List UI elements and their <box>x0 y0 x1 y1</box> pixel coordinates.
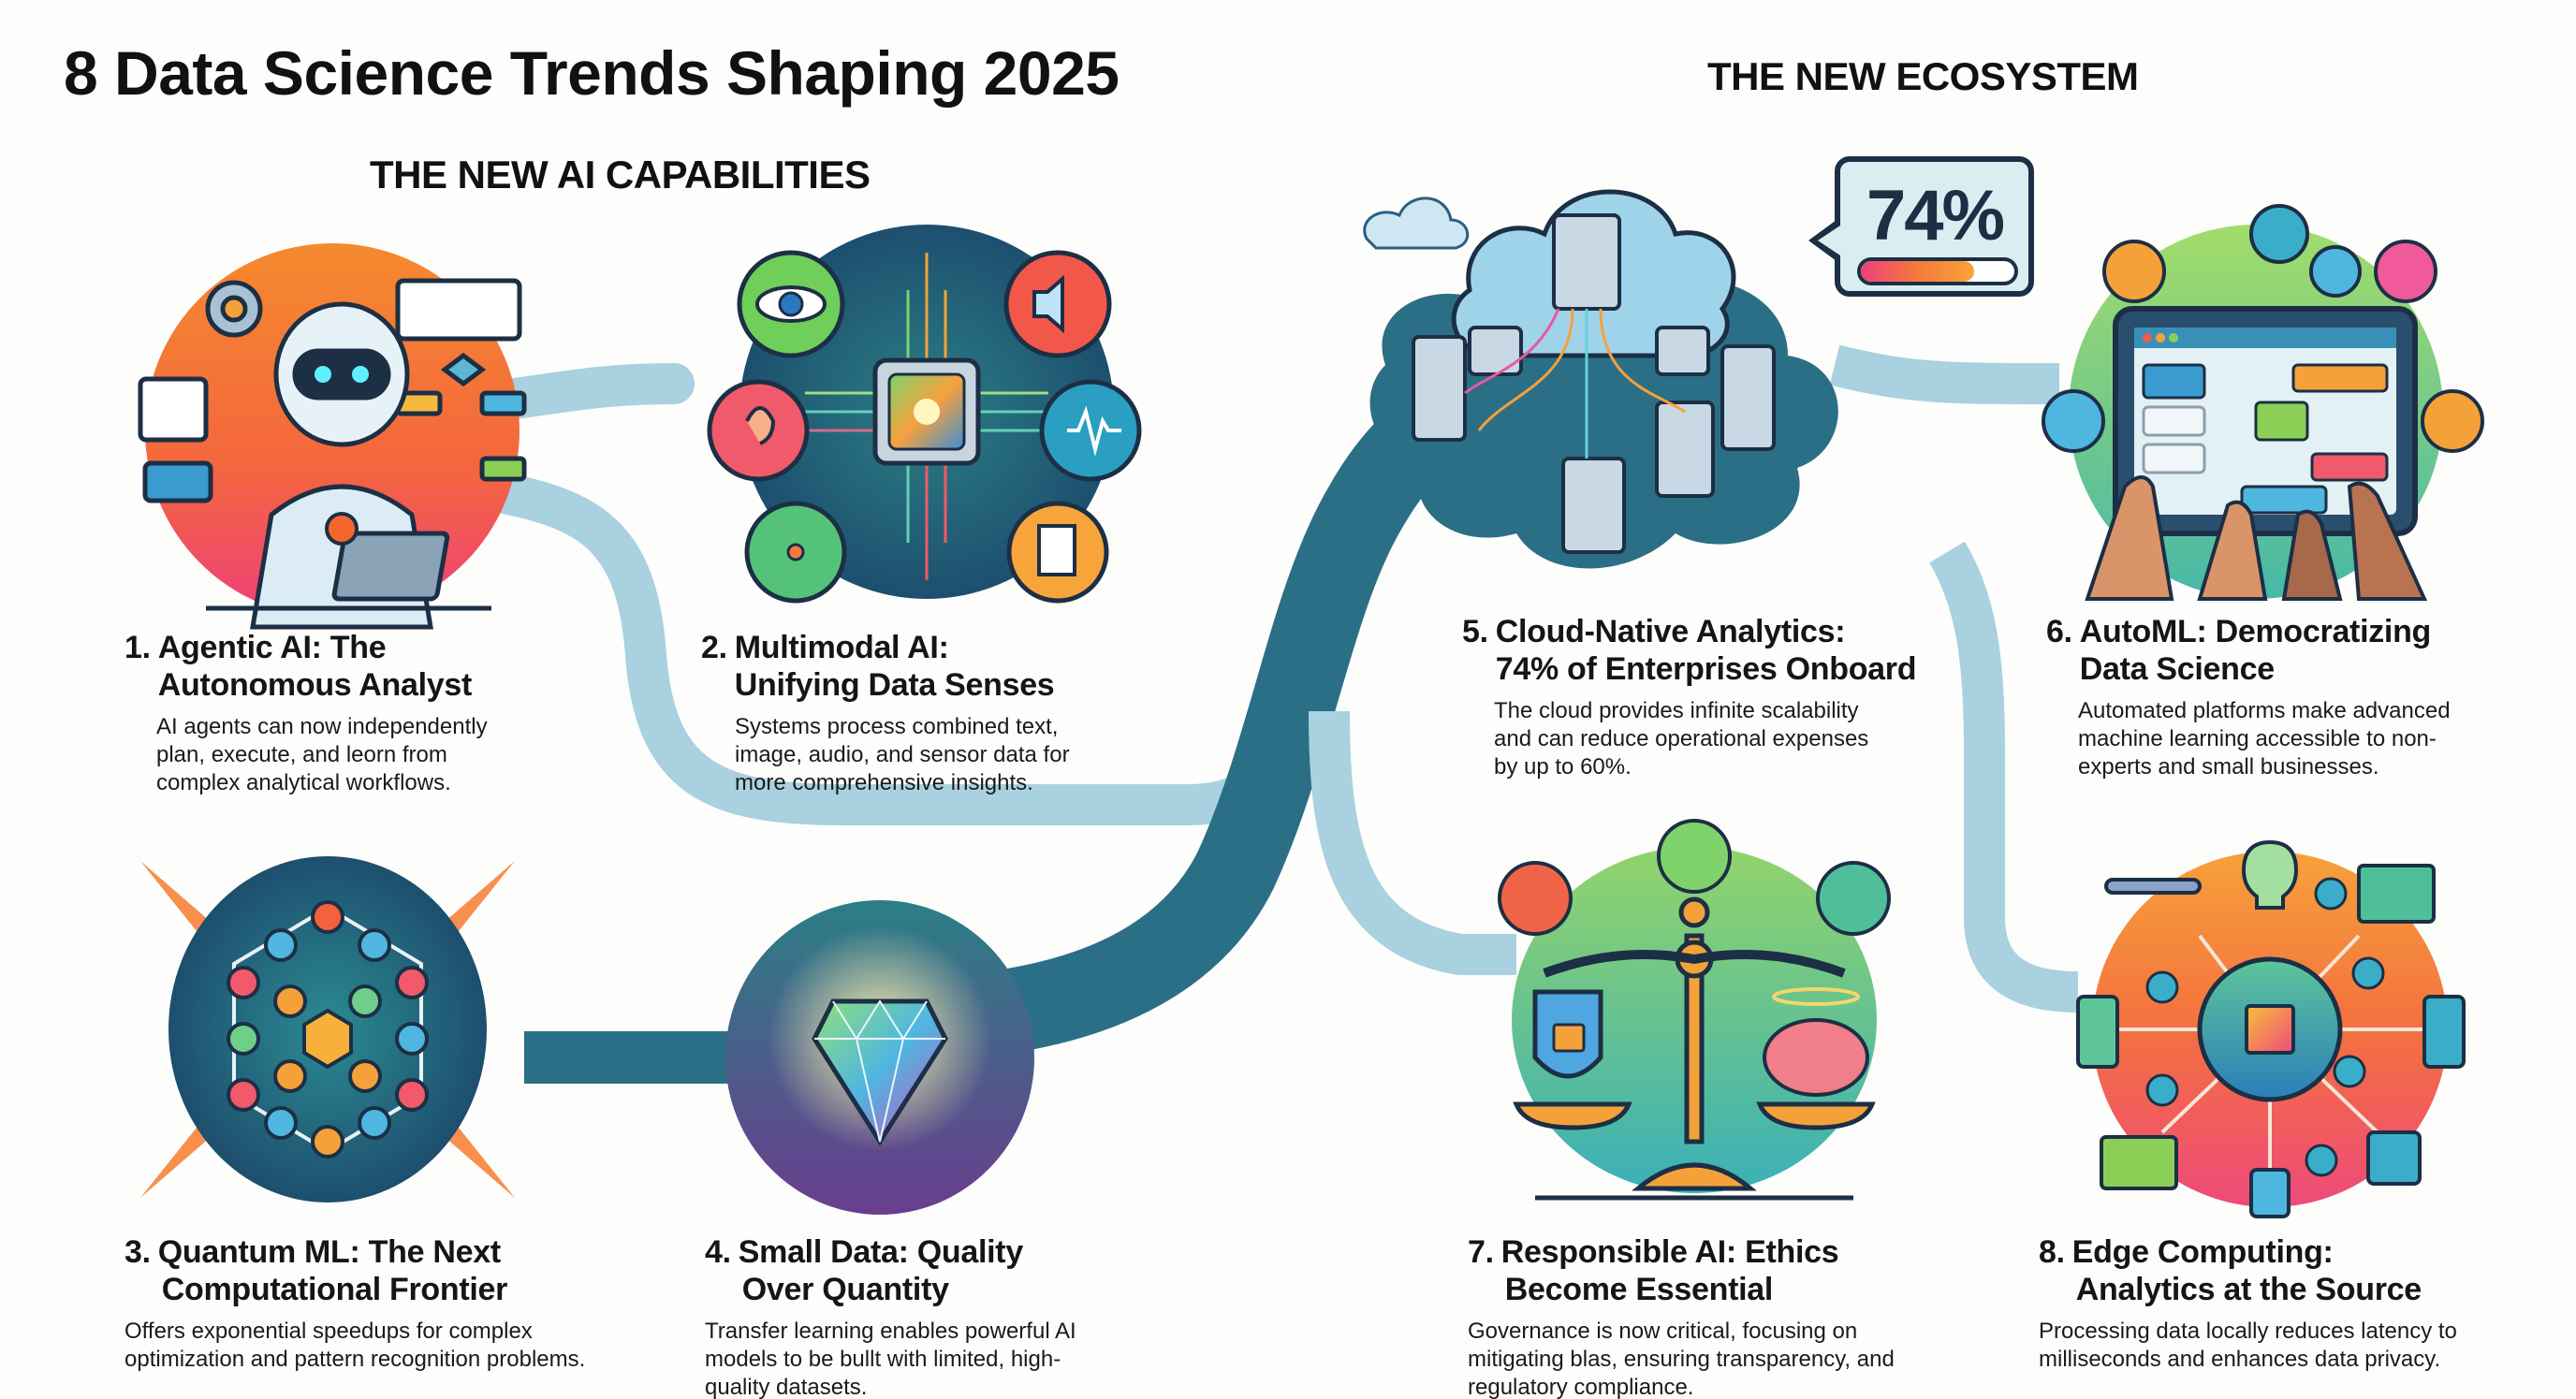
trend-description: Offers exponential speedups for complex … <box>124 1319 586 1372</box>
trend-description: Transfer learning enables powerful AI mo… <box>705 1319 1076 1399</box>
edge-computing-illustration <box>2050 823 2490 1218</box>
page-title: 8 Data Science Trends Shaping 2025 <box>64 38 1120 108</box>
trend-number: 6. <box>2046 614 2072 649</box>
trend-5-cloud-native: 5. Cloud-Native Analytics: 74% of Enterp… <box>1462 613 1949 781</box>
automl-illustration <box>2031 204 2484 601</box>
tablet-automl-icon <box>2042 204 2484 601</box>
trend-title-line1: Edge Computing: <box>2071 1234 2334 1270</box>
section-title-ecosystem: THE NEW ECOSYSTEM <box>1707 54 2139 98</box>
balance-scale-icon <box>1498 819 1891 1201</box>
small-data-illustration <box>721 898 1039 1217</box>
trend-title-line1: Responsible AI: Ethics <box>1500 1234 1839 1270</box>
multimodal-ai-illustration <box>707 215 1142 608</box>
progress-bar-fill <box>1861 261 1975 282</box>
cloud-servers-icon <box>1363 189 1838 569</box>
trend-title-line1: Cloud-Native Analytics: <box>1495 614 1846 649</box>
trend-description: Automated platforms make advanced machin… <box>2078 698 2451 780</box>
trend-description: The cloud provides infinite scalability … <box>1494 698 1869 780</box>
trend-title-line1: AutoML: Democratizing <box>2079 614 2432 649</box>
trend-title-line2: Over Quantity <box>741 1272 949 1307</box>
gem-icon <box>725 900 1034 1215</box>
trend-4-small-data: 4. Small Data: Quality Over Quantity Tra… <box>705 1233 1135 1399</box>
cloud-native-illustration <box>1348 150 1872 580</box>
trend-number: 3. <box>124 1234 151 1270</box>
trend-description: Governance is now critical, focusing on … <box>1468 1319 1895 1399</box>
quantum-ml-illustration <box>140 842 515 1217</box>
trend-title-line1: Agentic AI: The <box>157 630 387 665</box>
trend-title-line2: Unifying Data Senses <box>734 667 1055 703</box>
trend-title-line2: Become Essential <box>1504 1272 1774 1307</box>
trend-number: 5. <box>1462 614 1488 649</box>
trend-title-line2: Autonomous Analyst <box>157 667 473 703</box>
trend-3-quantum-ml: 3. Quantum ML: The Next Computational Fr… <box>124 1233 649 1374</box>
stat-callout-74-percent: 74% <box>1808 156 2034 297</box>
trend-number: 1. <box>124 630 151 665</box>
trend-8-edge-computing: 8. Edge Computing: Analytics at the Sour… <box>2039 1233 2544 1374</box>
trend-description: AI agents can now independently plan, ex… <box>156 714 488 795</box>
trend-1-agentic-ai: 1. Agentic AI: The Autonomous Analyst AI… <box>124 629 611 797</box>
responsible-ai-illustration <box>1479 805 1910 1207</box>
robot-analyst-icon <box>138 243 527 630</box>
trend-title-line1: Small Data: Quality <box>738 1234 1023 1270</box>
quantum-lattice-icon <box>140 856 515 1202</box>
trend-number: 2. <box>701 630 727 665</box>
trend-title-line2: Analytics at the Source <box>2075 1272 2422 1307</box>
edge-devices-icon <box>2076 839 2466 1218</box>
chip-senses-icon <box>707 225 1142 604</box>
trend-title-line1: Multimodal AI: <box>734 630 949 665</box>
trend-number: 4. <box>705 1234 731 1270</box>
trend-title-line2: Data Science <box>2079 651 2275 687</box>
trend-description: Processing data locally reduces latency … <box>2039 1319 2457 1372</box>
trend-description: Systems process combined text, image, au… <box>735 714 1070 795</box>
trend-title-line2: Computational Frontier <box>161 1272 508 1307</box>
stat-value: 74% <box>1866 176 2005 255</box>
trend-number: 8. <box>2039 1234 2065 1270</box>
agentic-ai-illustration <box>131 234 527 630</box>
trend-7-responsible-ai: 7. Responsible AI: Ethics Become Essenti… <box>1468 1233 1954 1399</box>
trend-number: 7. <box>1468 1234 1494 1270</box>
trend-title-line1: Quantum ML: The Next <box>157 1234 501 1270</box>
section-title-ai-capabilities: THE NEW AI CAPABILITIES <box>370 153 871 197</box>
progress-bar <box>1857 257 2018 285</box>
trend-2-multimodal-ai: 2. Multimodal AI: Unifying Data Senses S… <box>701 629 1169 797</box>
trend-title-line2: 74% of Enterprises Onboard <box>1495 651 1917 687</box>
trend-6-automl: 6. AutoML: Democratizing Data Science Au… <box>2046 613 2514 781</box>
